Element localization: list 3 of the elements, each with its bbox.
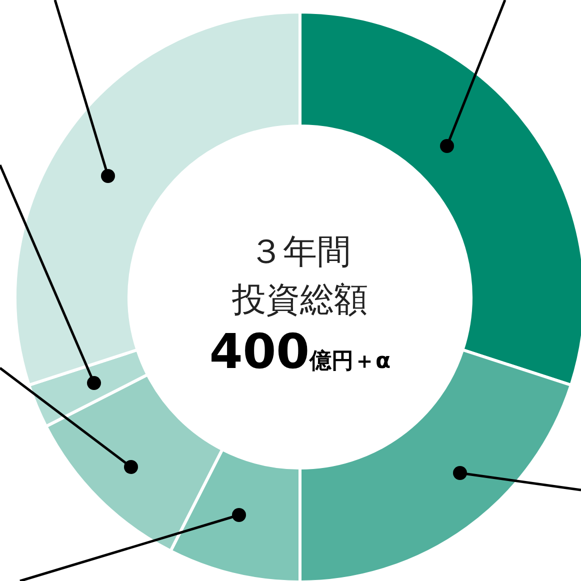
- text: ３年間: [248, 231, 352, 274]
- text: 400億円＋α: [209, 324, 391, 380]
- text: 投資総額: [231, 279, 369, 322]
